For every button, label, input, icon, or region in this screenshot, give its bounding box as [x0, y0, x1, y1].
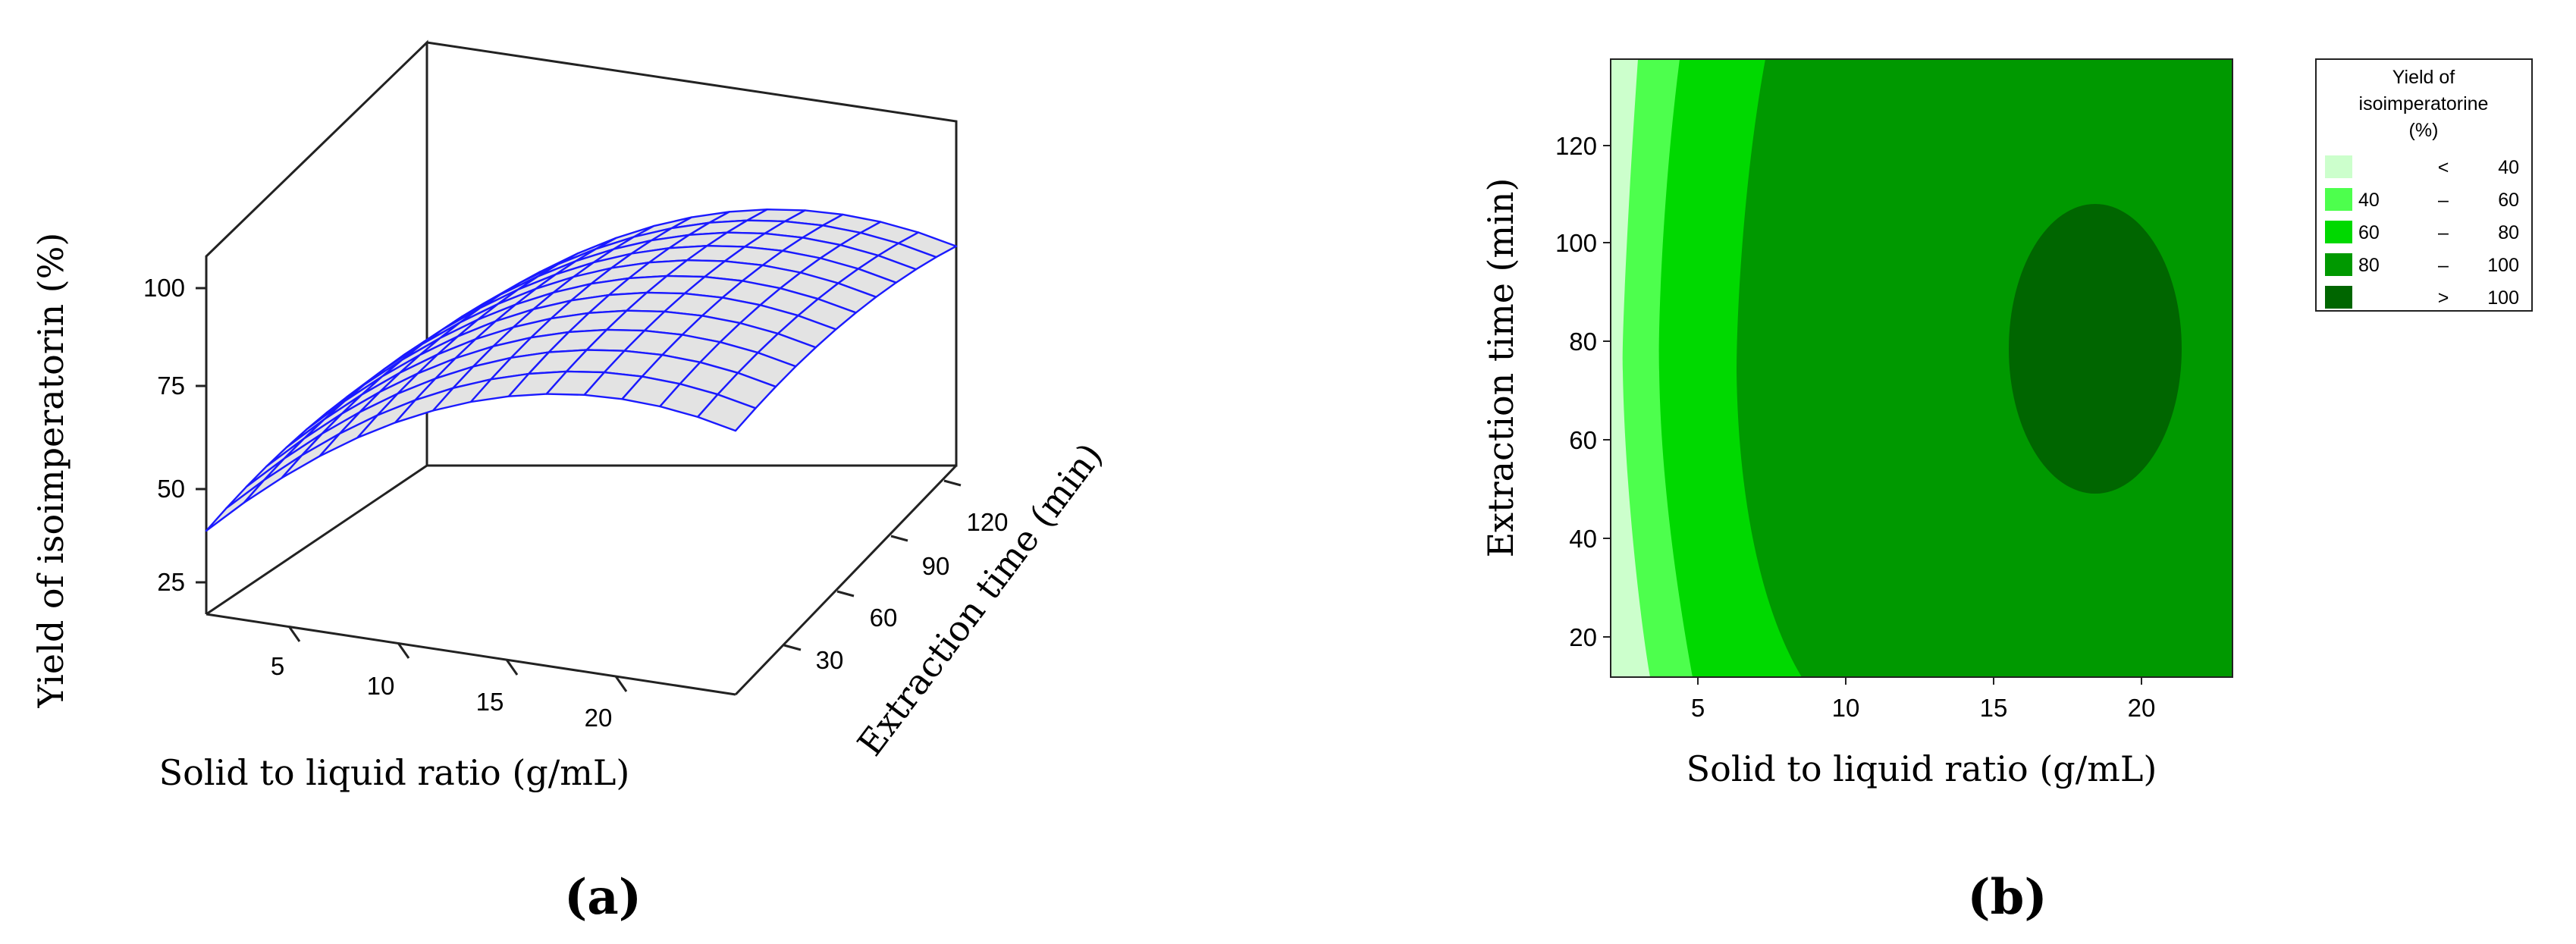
x-axis-title-b: Solid to liquid ratio (g/mL)	[1686, 748, 2157, 789]
x-tick-label: 15	[476, 688, 504, 716]
floor-edge-y	[734, 464, 958, 696]
y-tick-mark	[943, 479, 962, 487]
x-tick-label: 20	[585, 704, 613, 732]
y-tick-label: 90	[922, 552, 950, 580]
legend-high-value: 100	[2487, 287, 2519, 309]
legend-swatch	[2325, 253, 2352, 276]
z-tick-label: 50	[157, 475, 185, 503]
legend-low-value: 80	[2358, 255, 2380, 276]
legend-low-value: 40	[2358, 190, 2380, 211]
x-ticks-b: 5 10 15 20	[1691, 677, 2156, 722]
y-tick-label: 60	[1569, 426, 1597, 454]
legend-separator: –	[2438, 222, 2449, 243]
legend-high-value: 80	[2498, 222, 2519, 243]
legend-swatch	[2325, 188, 2352, 211]
y-tick-label: 30	[816, 646, 844, 674]
contour-regions	[1611, 59, 2232, 677]
x-tick-label: 20	[2128, 694, 2156, 722]
y-tick-label: 40	[1569, 525, 1597, 553]
z-ticks: 25 50 75 100	[143, 274, 206, 596]
y-tick-label: 20	[1569, 623, 1597, 651]
x-tick-label: 10	[1832, 694, 1860, 722]
legend-high-value: 100	[2487, 255, 2519, 276]
legend-high-value: 40	[2498, 157, 2519, 178]
legend-swatch	[2325, 286, 2352, 309]
legend-separator: –	[2438, 255, 2449, 276]
contour-region-gt100	[2009, 204, 2182, 494]
y-ticks: 30 60 90 120	[783, 479, 1009, 674]
y-tick-mark	[836, 590, 855, 597]
y-tick-mark	[890, 535, 908, 542]
legend-title-line: Yield of	[2392, 67, 2455, 88]
x-tick-label: 5	[271, 652, 284, 680]
panel-a: 25 50 75 100 5 10 15 20 30 60 90 120	[30, 39, 1111, 926]
floor-edge-x	[206, 613, 736, 696]
legend-separator: <	[2438, 157, 2449, 178]
panel-b-caption: (b)	[1967, 869, 2047, 926]
z-tick-label: 25	[157, 568, 185, 596]
legend-separator: –	[2438, 190, 2449, 211]
y-axis-title-b: Extraction time (min)	[1480, 178, 1521, 558]
legend-separator: >	[2438, 287, 2449, 309]
plot-frame	[1610, 58, 2233, 678]
y-tick-mark	[783, 644, 802, 651]
x-tick-mark	[614, 676, 628, 692]
x-tick-mark	[287, 626, 301, 642]
legend-swatch	[2325, 155, 2352, 178]
y-ticks-b: 20 40 60 80 100 120	[1555, 132, 1611, 651]
x-tick-label: 15	[1980, 694, 2008, 722]
surface-cell	[696, 394, 757, 432]
panel-a-caption: (a)	[564, 869, 642, 926]
legend-high-value: 60	[2498, 190, 2519, 211]
response-surface	[205, 209, 958, 532]
x-tick-mark	[505, 659, 519, 676]
legend-low-value: 60	[2358, 222, 2380, 243]
x-tick-label: 5	[1691, 694, 1705, 722]
y-axis-title: Extraction time (min)	[849, 435, 1111, 763]
legend-title-line: isoimperatorine	[2359, 93, 2489, 114]
x-ticks: 5 10 15 20	[271, 626, 628, 732]
legend-entries: <40 40 – 60 60 – 80 80 – 100 > 100	[2325, 155, 2519, 309]
x-tick-label: 10	[367, 672, 395, 700]
legend-swatch	[2325, 221, 2352, 243]
panel-b: 5 10 15 20 20 40 60 80 100 120 Solid to …	[1480, 58, 2533, 926]
x-axis-title: Solid to liquid ratio (g/mL)	[159, 752, 630, 793]
z-tick-label: 75	[157, 372, 185, 400]
x-tick-mark	[397, 642, 410, 659]
legend: Yield of isoimperatorine (%) <40 40 – 60 60 –…	[2315, 58, 2533, 312]
z-axis-title: Yield of isoimperatorin (%)	[30, 233, 71, 709]
y-tick-label: 60	[870, 604, 898, 632]
back-wall-right	[426, 41, 958, 467]
y-tick-label: 120	[966, 508, 1008, 536]
surface-cell	[205, 479, 265, 532]
legend-title-line: (%)	[2409, 120, 2439, 141]
z-tick-label: 100	[143, 274, 185, 302]
y-tick-label: 120	[1555, 132, 1597, 160]
back-wall-edge	[206, 464, 428, 616]
back-wall-left	[205, 39, 428, 614]
y-tick-label: 80	[1569, 328, 1597, 356]
y-tick-label: 100	[1555, 229, 1597, 257]
